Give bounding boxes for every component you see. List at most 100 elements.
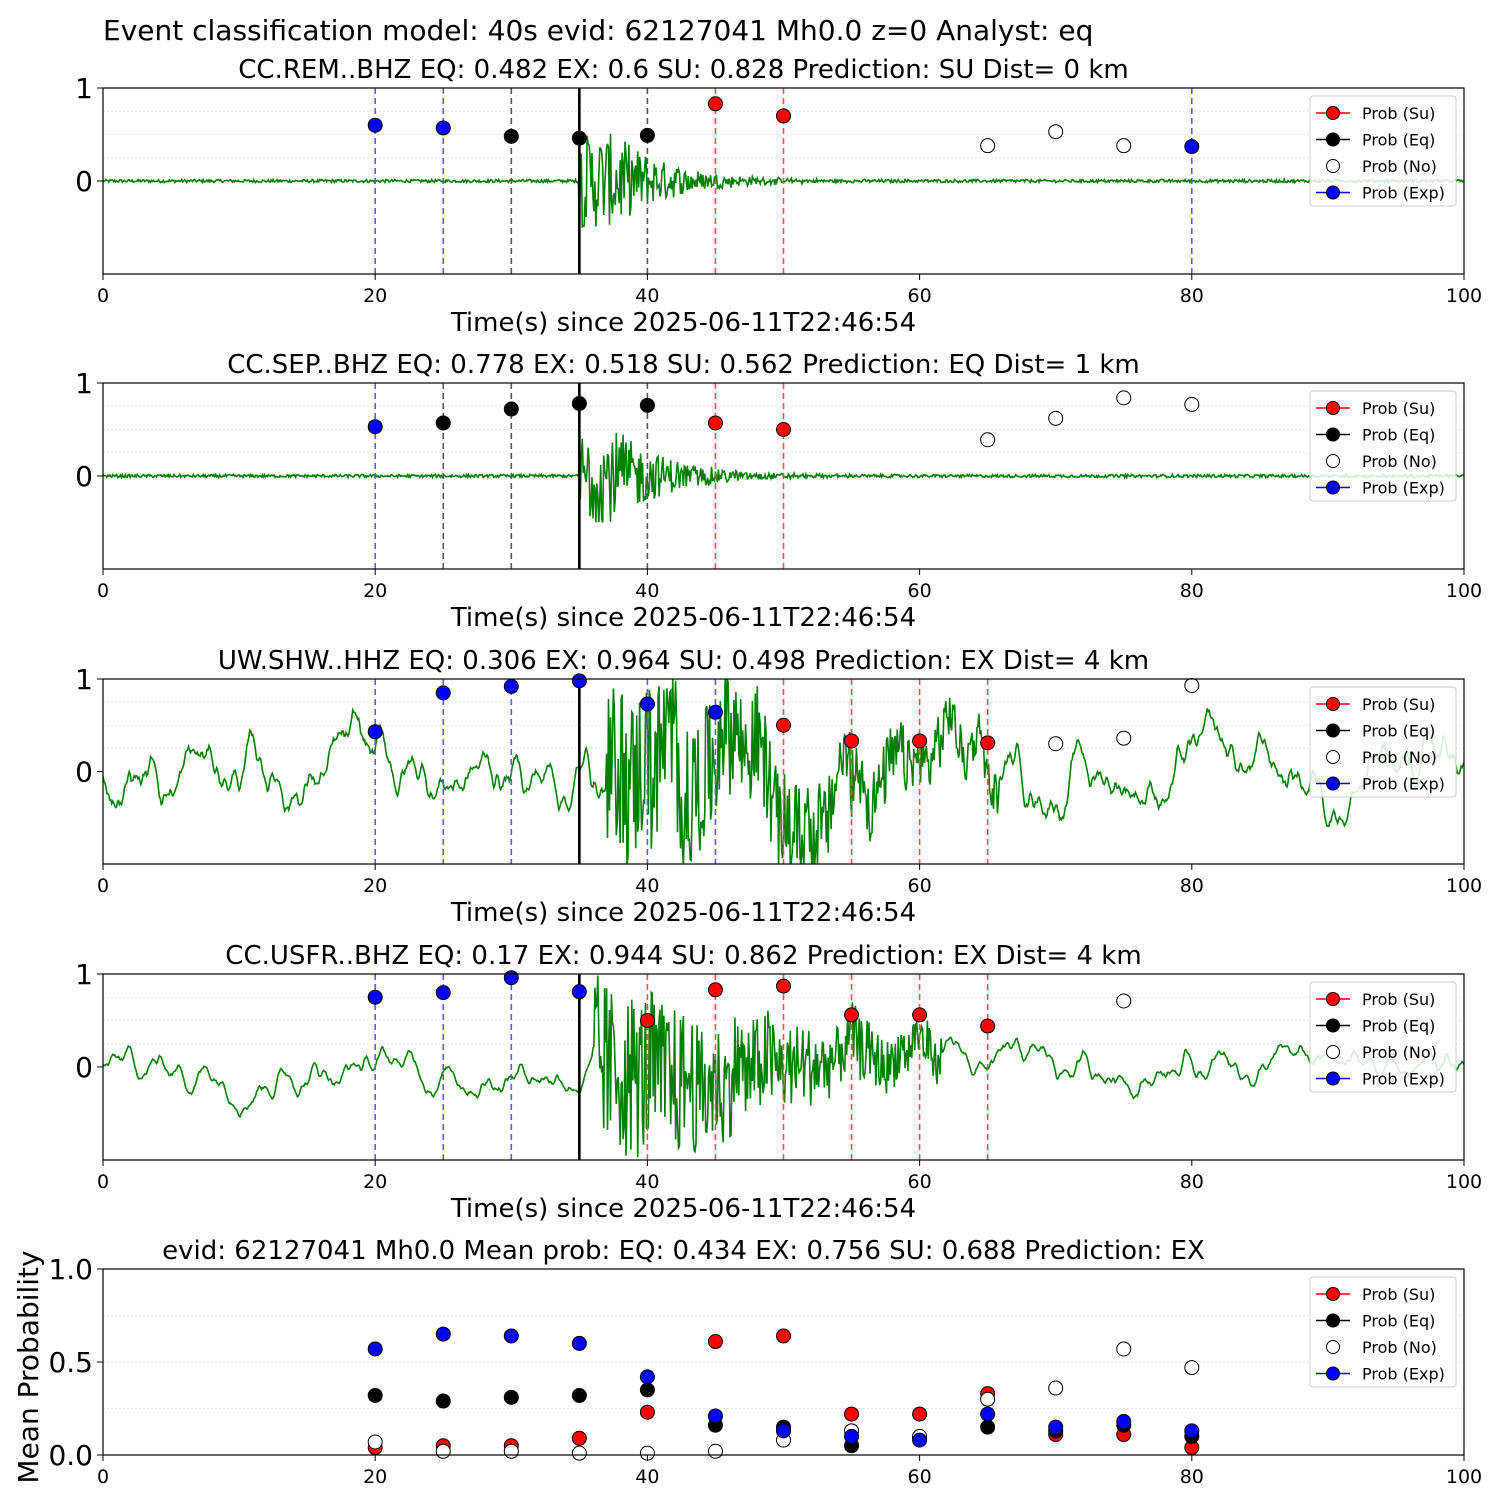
x-tick-label: 40 <box>635 875 659 897</box>
legend-box <box>1309 1276 1457 1388</box>
point-no <box>1184 677 1200 693</box>
legend-marker-exp <box>1326 480 1340 495</box>
point-su <box>707 1334 723 1350</box>
y-tick-label: 1 <box>75 72 93 105</box>
legend-marker-exp <box>1326 185 1340 200</box>
point-su <box>571 1430 587 1446</box>
point-su <box>844 1406 860 1422</box>
y-tick-label: 0.0 <box>48 1439 93 1472</box>
point-su <box>707 982 723 998</box>
point-exp <box>503 1328 519 1344</box>
point-exp <box>571 984 587 1000</box>
legend-marker-no <box>1326 454 1340 468</box>
point-su <box>707 96 723 112</box>
point-exp <box>639 696 655 712</box>
point-su <box>639 1013 655 1028</box>
point-no <box>1116 1341 1132 1357</box>
point-su <box>912 733 928 749</box>
panel-title: CC.USFR..BHZ EQ: 0.17 EX: 0.944 SU: 0.86… <box>225 941 1141 971</box>
legend-box <box>1309 686 1457 798</box>
legend-label-eq: Prob (Eq) <box>1362 426 1435 445</box>
panel-3: 0 20 40 60 80 100 1 0 UW.SHW..HHZ EQ: 0.306 EX: … <box>75 646 1482 928</box>
x-tick-label: 80 <box>1180 1466 1204 1488</box>
point-no <box>1184 1360 1200 1376</box>
legend-marker-eq <box>1326 723 1340 738</box>
point-exp <box>367 989 383 1005</box>
x-tick-label: 100 <box>1446 580 1482 602</box>
y-tick-label: 0 <box>75 1051 93 1084</box>
point-no <box>1116 730 1132 746</box>
plot-area <box>103 974 1464 1160</box>
point-exp <box>912 1432 928 1448</box>
legend-marker-su <box>1326 1287 1340 1301</box>
plot-area <box>103 1315 1464 1409</box>
plot-area <box>103 679 1464 864</box>
legend-marker-su <box>1326 106 1340 120</box>
point-no <box>707 1443 723 1459</box>
legend-marker-no <box>1326 750 1340 764</box>
point-exp <box>571 1335 587 1351</box>
panel-title: UW.SHW..HHZ EQ: 0.306 EX: 0.964 SU: 0.49… <box>218 646 1149 676</box>
panel-2: 0 20 40 60 80 100 1 0 CC.SEP..BHZ EQ: 0.778 EX: … <box>75 350 1482 633</box>
point-su <box>776 422 791 437</box>
y-axis-label: Mean Probability <box>12 1250 45 1483</box>
point-su <box>776 717 791 733</box>
x-axis-label: Time(s) since 2025-06-11T22:46:54 <box>450 898 916 928</box>
x-tick-label: 80 <box>1180 875 1204 897</box>
x-tick-label: 40 <box>635 1466 659 1488</box>
panel-1: 0 20 40 60 80 100 1 0 CC.REM..BHZ EQ: 0.482 EX: … <box>75 55 1482 338</box>
legend-box <box>1309 981 1457 1093</box>
x-tick-label: 100 <box>1446 875 1482 897</box>
x-tick-label: 40 <box>635 285 659 307</box>
x-tick-label: 0 <box>97 1466 109 1488</box>
figure-suptitle: Event classification model: 40s evid: 62… <box>103 14 1093 47</box>
point-exp <box>367 1341 383 1357</box>
x-tick-label: 20 <box>363 285 387 307</box>
point-no <box>980 138 996 154</box>
point-su <box>980 1018 996 1034</box>
x-tick-label: 60 <box>908 580 932 602</box>
point-exp <box>1048 1419 1064 1435</box>
point-exp <box>776 1423 791 1439</box>
legend-label-no: Prob (No) <box>1362 1338 1437 1357</box>
point-no <box>980 1391 996 1407</box>
x-tick-label: 0 <box>97 1171 109 1193</box>
panel-title: CC.REM..BHZ EQ: 0.482 EX: 0.6 SU: 0.828 … <box>238 55 1128 85</box>
x-tick-label: 20 <box>363 875 387 897</box>
point-exp <box>367 419 383 435</box>
x-tick-label: 20 <box>363 580 387 602</box>
point-su <box>980 735 996 751</box>
point-su <box>844 733 860 749</box>
legend-marker-su <box>1326 401 1340 415</box>
y-tick-label: 0 <box>75 460 93 493</box>
point-eq <box>980 1419 996 1435</box>
x-tick-label: 100 <box>1446 285 1482 307</box>
waveform-trace <box>103 679 1464 864</box>
x-tick-label: 0 <box>97 580 109 602</box>
point-eq <box>503 128 519 144</box>
point-eq <box>435 1393 451 1409</box>
panel-title: evid: 62127041 Mh0.0 Mean prob: EQ: 0.43… <box>162 1236 1205 1266</box>
y-tick-label: 1.0 <box>48 1253 93 1286</box>
x-axis-label: Time(s) since 2025-06-11T22:46:54 <box>450 308 916 338</box>
legend-label-eq: Prob (Eq) <box>1362 1017 1435 1036</box>
x-tick-label: 80 <box>1180 1171 1204 1193</box>
legend-label-su: Prob (Su) <box>1362 399 1435 418</box>
x-tick-label: 0 <box>97 875 109 897</box>
y-tick-label: 1 <box>75 663 93 696</box>
point-no <box>571 1445 587 1461</box>
point-su <box>776 978 791 994</box>
point-no <box>503 1443 519 1459</box>
point-exp <box>367 724 383 740</box>
point-exp <box>435 120 451 136</box>
point-no <box>367 1434 383 1450</box>
point-no <box>1116 993 1132 1009</box>
legend-label-no: Prob (No) <box>1362 748 1437 767</box>
point-exp <box>639 1369 655 1385</box>
x-tick-label: 40 <box>635 580 659 602</box>
legend-marker-eq <box>1326 427 1340 442</box>
legend-marker-exp <box>1326 1071 1340 1086</box>
legend-label-no: Prob (No) <box>1362 1043 1437 1062</box>
